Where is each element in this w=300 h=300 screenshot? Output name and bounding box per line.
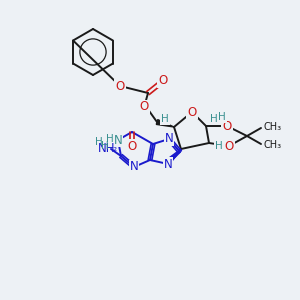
Text: H: H <box>101 141 109 151</box>
Text: O: O <box>116 80 124 92</box>
Polygon shape <box>167 149 181 163</box>
Text: H: H <box>106 134 114 144</box>
Text: N: N <box>114 134 122 146</box>
Text: O: O <box>224 140 234 152</box>
Text: CH₃: CH₃ <box>264 140 282 150</box>
Text: O: O <box>140 100 148 113</box>
Text: ₂: ₂ <box>113 143 117 153</box>
Text: O: O <box>222 119 232 133</box>
Text: O: O <box>188 106 196 118</box>
Text: NH: NH <box>98 142 116 154</box>
Text: O: O <box>128 140 136 152</box>
Text: N: N <box>165 133 173 146</box>
Text: N: N <box>130 160 138 173</box>
Text: H: H <box>215 141 223 151</box>
Text: H: H <box>161 114 169 124</box>
Text: H: H <box>95 137 103 147</box>
Text: H: H <box>210 114 218 124</box>
Text: CH₃: CH₃ <box>264 122 282 132</box>
Text: H: H <box>218 112 226 122</box>
Text: N: N <box>164 158 172 170</box>
Polygon shape <box>156 120 174 127</box>
Text: O: O <box>158 74 168 88</box>
